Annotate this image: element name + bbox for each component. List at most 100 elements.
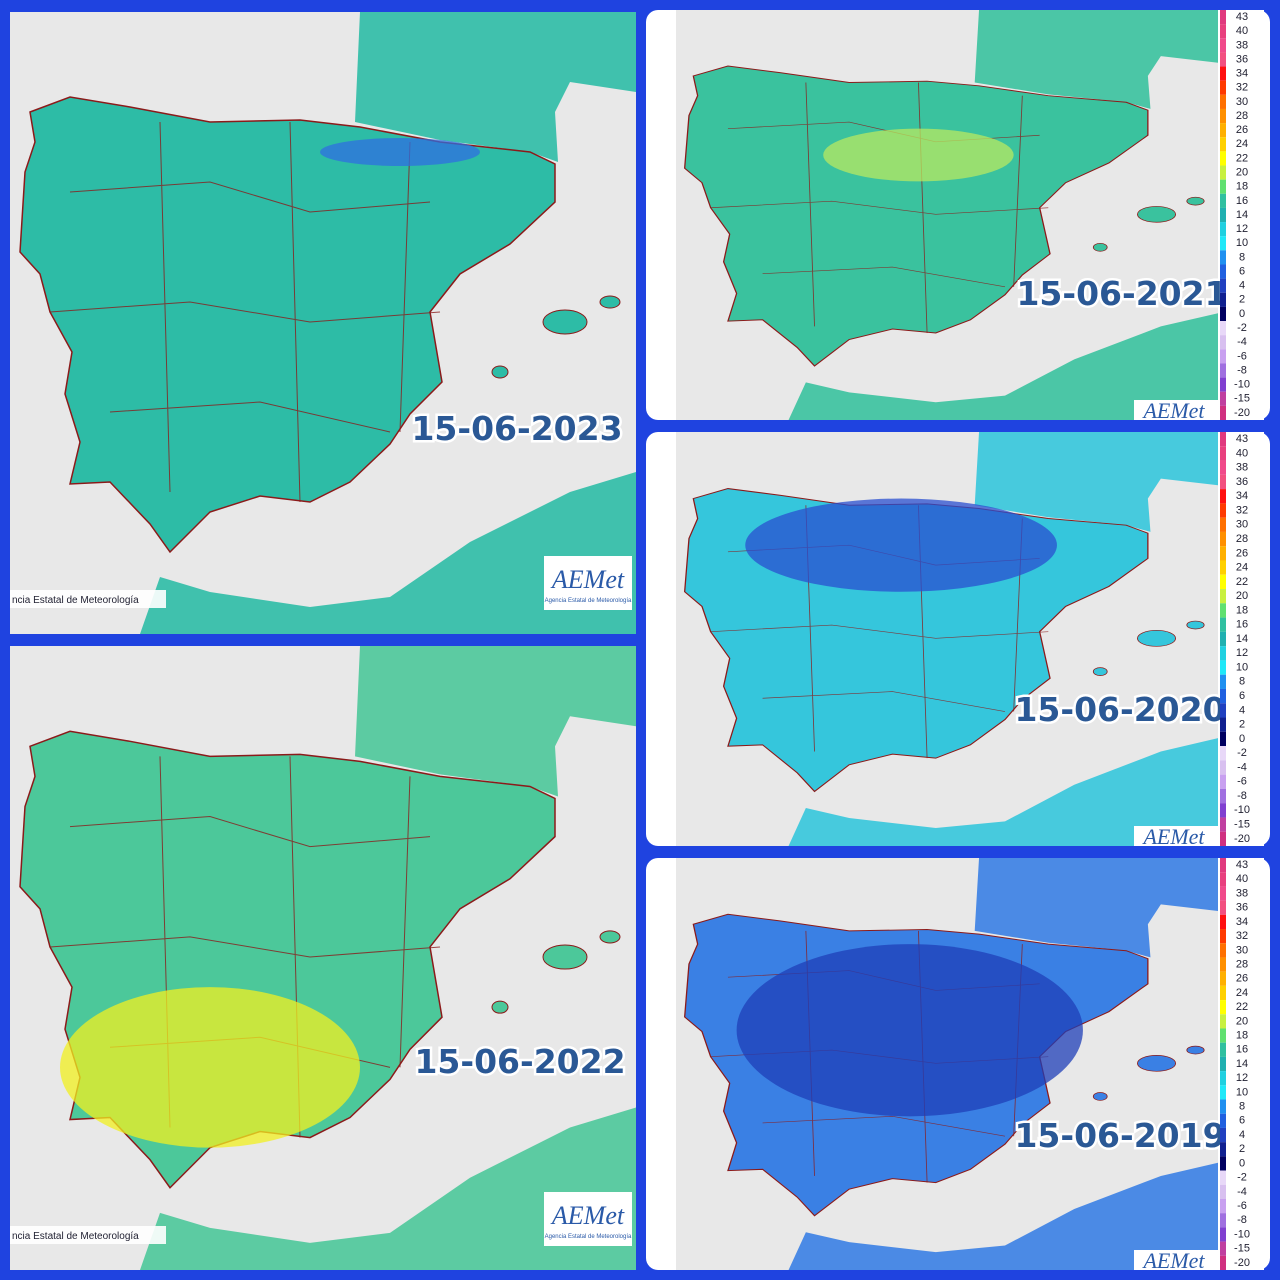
legend-swatch: [1220, 1198, 1226, 1214]
legend-swatch: [1220, 1227, 1226, 1242]
legend-swatch: [1220, 617, 1226, 632]
logo-box: [544, 556, 632, 610]
legend-swatch: [1220, 1014, 1226, 1029]
legend-bg: [1220, 858, 1264, 1270]
legend-label: 34: [1236, 916, 1248, 928]
legend-swatch: [1220, 151, 1226, 166]
map-date: 15-06-2020: [1014, 690, 1225, 729]
map: [10, 12, 636, 634]
legend-swatch: [1220, 306, 1226, 322]
legend-swatch: [1220, 391, 1226, 406]
map: [10, 646, 636, 1270]
legend-label: -4: [1237, 336, 1247, 348]
legend-swatch: [1220, 971, 1226, 986]
legend-label: 32: [1236, 504, 1248, 516]
map-panel: 15-06-2019AEMet4340383634323028262422201…: [646, 858, 1270, 1273]
legend-swatch: [1220, 349, 1226, 364]
temperature-area: [736, 944, 1083, 1117]
legend-label: 43: [1236, 11, 1248, 23]
temperature-area: [60, 987, 360, 1148]
legend-label: 12: [1236, 647, 1248, 659]
legend-label: -8: [1237, 790, 1247, 802]
legend-label: -15: [1234, 393, 1250, 405]
legend-swatch: [1220, 943, 1226, 958]
legend-label: 34: [1236, 490, 1248, 502]
legend-label: 4: [1239, 280, 1245, 292]
legend-swatch: [1220, 1184, 1226, 1199]
legend-swatch: [1220, 1241, 1226, 1256]
logo-box: [544, 1192, 632, 1246]
temperature-area: [823, 128, 1014, 182]
legend-swatch: [1220, 788, 1226, 804]
legend-swatch: [1220, 717, 1226, 732]
legend-swatch: [1220, 335, 1226, 350]
legend-swatch: [1220, 900, 1226, 915]
legend-label: 40: [1236, 25, 1248, 37]
legend-label: 4: [1239, 1129, 1245, 1141]
legend-label: 36: [1236, 476, 1248, 488]
legend-swatch: [1220, 929, 1226, 944]
legend-swatch: [1220, 1085, 1226, 1100]
legend-label: 8: [1239, 676, 1245, 688]
legend-swatch: [1220, 1255, 1226, 1270]
legend-swatch: [1220, 660, 1226, 675]
legend-label: 24: [1236, 562, 1248, 574]
legend-label: 38: [1236, 462, 1248, 474]
logo-box: [1134, 400, 1218, 420]
map-panel: 15-06-2023 ncia Estatal de Meteorología AE…: [10, 12, 636, 634]
legend-label: 16: [1236, 619, 1248, 631]
map: [676, 10, 1218, 420]
legend-label: 10: [1236, 661, 1248, 673]
legend-label: 28: [1236, 533, 1248, 545]
map-panel: 15-06-2020AEMet4340383634323028262422201…: [646, 432, 1270, 849]
legend-label: 14: [1236, 1058, 1248, 1070]
legend-label: 20: [1236, 1015, 1248, 1027]
map-date: 15-06-2022: [414, 1042, 625, 1081]
legend-swatch: [1220, 193, 1226, 208]
map-date: 15-06-2023: [411, 409, 622, 448]
credit-box: [10, 590, 166, 608]
legend-swatch: [1220, 503, 1226, 518]
legend-swatch: [1220, 886, 1226, 901]
legend-swatch: [1220, 52, 1226, 67]
legend-swatch: [1220, 560, 1226, 575]
logo: AEMet: [550, 565, 625, 594]
legend-label: 2: [1239, 719, 1245, 731]
legend-swatch: [1220, 489, 1226, 504]
legend-swatch: [1220, 1127, 1226, 1143]
logo-box: [1134, 1250, 1218, 1270]
legend-label: 6: [1239, 265, 1245, 277]
legend-swatch: [1220, 94, 1226, 109]
logo: AEMet: [1141, 1248, 1205, 1273]
legend-swatch: [1220, 1170, 1226, 1185]
legend-swatch: [1220, 10, 1226, 25]
legend-swatch: [1220, 137, 1226, 152]
legend-swatch: [1220, 123, 1226, 138]
legend-swatch: [1220, 1213, 1226, 1228]
legend-label: -2: [1237, 1172, 1247, 1184]
legend-label: -8: [1237, 364, 1247, 376]
legend-label: 40: [1236, 873, 1248, 885]
legend-swatch: [1220, 1042, 1226, 1057]
legend-label: 6: [1239, 1115, 1245, 1127]
legend-label: 16: [1236, 1044, 1248, 1056]
legend-label: 32: [1236, 82, 1248, 94]
legend-swatch: [1220, 363, 1226, 378]
credit-box: [10, 1226, 166, 1244]
legend-swatch: [1220, 760, 1226, 775]
legend-swatch: [1220, 985, 1226, 1001]
legend-swatch: [1220, 1056, 1226, 1072]
legend-label: -6: [1237, 776, 1247, 788]
legend-swatch: [1220, 631, 1226, 647]
legend-label: 26: [1236, 547, 1248, 559]
legend-swatch: [1220, 236, 1226, 251]
legend-label: -15: [1234, 818, 1250, 830]
legend-label: -20: [1234, 833, 1250, 845]
legend-label: 2: [1239, 1143, 1245, 1155]
legend-swatch: [1220, 321, 1226, 336]
legend-swatch: [1220, 831, 1226, 846]
legend-label: 12: [1236, 1072, 1248, 1084]
legend-swatch: [1220, 1099, 1226, 1114]
legend-label: -4: [1237, 1186, 1247, 1198]
